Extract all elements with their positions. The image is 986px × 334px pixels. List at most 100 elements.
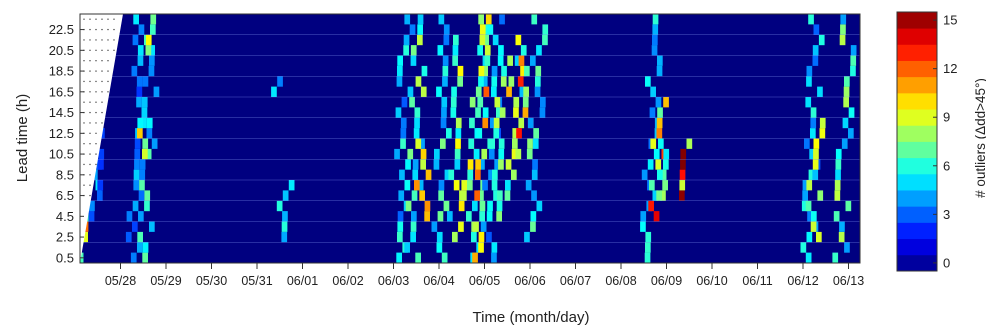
heatmap-cell-22-7 [525,180,532,191]
heatmap-cell-18-11 [489,138,495,149]
heatmap-cell-14-19 [452,55,458,66]
heatmap-cell-21-12 [516,128,522,139]
heatmap-cell-11-18 [421,65,428,77]
no-data-triangle [80,14,123,263]
heatmap-cell-29-8 [835,169,841,180]
heatmap-cell-4-2 [125,231,132,243]
heatmap-cell-24-5 [648,200,654,212]
no-data-dot [107,70,109,72]
heatmap-cell-18-9 [494,159,500,170]
no-data-dot [95,101,97,103]
heatmap-cell-5-7 [139,180,145,191]
no-data-dot [83,184,85,186]
heatmap-cell-10-21 [403,34,410,46]
heatmap-cell-27-13 [810,117,817,129]
no-data-dot [89,111,91,114]
heatmap-cell-17-13 [482,117,489,129]
heatmap-cell-10-4 [397,211,404,222]
no-data-dot [83,101,85,103]
heatmap-cell-23-23 [652,14,659,25]
heatmap-cell-9-17 [277,76,283,87]
x-tick-label: 06/07 [560,274,591,288]
heatmap-cell-19-8 [492,169,498,180]
heatmap-cell-0-3 [73,222,79,232]
x-tick-label: 06/13 [833,274,864,288]
heatmap-cell-13-16 [436,86,442,97]
x-tick-label: 05/28 [105,274,136,288]
heatmap-cell-5-0 [142,252,148,263]
colorbar-band-15 [897,12,937,29]
heatmap-cell-28-3 [810,221,817,232]
heatmap-cell-13-2 [436,231,443,243]
y-tick-label: 18.5 [49,64,74,79]
heatmap-cell-22-22 [542,24,549,35]
heatmap-cell-28-13 [819,117,826,129]
heatmap-cell-4-7 [133,180,140,191]
heatmap-cell-24-14 [657,107,663,118]
no-data-dot [89,49,91,52]
heatmap-cell-17-2 [478,231,485,243]
no-data-dot [89,70,91,72]
no-data-dot [107,49,109,52]
heatmap-cell-20-16 [519,86,526,97]
heatmap-cell-16-8 [467,169,474,180]
heatmap-cell-4-6 [138,190,145,201]
heatmap-cell-13-3 [431,221,438,232]
no-data-dot [95,153,97,155]
heatmap-cell-12-11 [415,138,422,149]
heatmap-cell-4-17 [136,76,143,87]
heatmap-cell-19-4 [496,211,502,222]
heatmap-cell-17-9 [475,159,481,170]
heatmap-cell-29-17 [844,76,850,87]
heatmap-cell-8-7 [288,180,295,191]
heatmap-cell-16-14 [475,107,481,118]
heatmap-cell-5-23 [150,14,157,25]
heatmap-cell-21-16 [523,86,529,97]
heatmap-cell-23-22 [652,24,659,35]
heatmap-cell-17-3 [473,221,479,232]
heatmap-cell-24-7 [649,180,655,191]
heatmap-cell-28-11 [813,138,820,149]
heatmap-cell-11-20 [410,45,417,56]
heatmap-cell-10-23 [404,14,411,25]
heatmap-cell-17-18 [478,65,485,77]
heatmap-cell-3-7 [97,180,104,191]
heatmap-cell-23-8 [641,169,648,180]
heatmap-cell-29-5 [845,200,852,212]
heatmap-cell-25-6 [656,190,662,201]
heatmap-cell-28-4 [811,211,817,222]
y-tick-label: 14.5 [49,105,74,120]
y-tick-label: 8.5 [56,167,74,182]
heatmap-cell-22-4 [530,211,537,222]
colorbar-band-6 [897,157,937,175]
colorbar-band-7 [897,141,937,159]
heatmap-cell-8-5 [276,200,283,212]
heatmap-cell-10-18 [397,65,403,77]
heatmap-cell-22-10 [526,148,533,160]
heatmap-cell-16-22 [483,24,490,35]
y-tick-label: 0.5 [56,250,74,265]
heatmap-cell-17-19 [484,55,491,66]
no-data-dot [89,153,91,155]
heatmap-cell-16-18 [482,65,488,77]
heatmap-cell-16-13 [469,117,475,129]
heatmap-cell-14-15 [450,97,457,108]
heatmap-cell-27-14 [810,107,817,118]
heatmap-cell-15-7 [461,180,468,191]
heatmap-cell-18-2 [486,231,492,243]
colorbar-band-4 [897,190,937,207]
heatmap-cell-18-6 [493,190,499,201]
heatmap-cell-19-7 [491,180,498,191]
no-data-dot [89,28,91,31]
heatmap-cell-15-9 [467,159,474,170]
heatmap-cell-27-22 [813,24,820,35]
heatmap-cell-29-12 [848,128,854,139]
heatmap-cell-21-18 [524,65,530,77]
x-tick-label: 06/03 [378,274,409,288]
heatmap-cell-18-10 [488,148,495,160]
heatmap-cell-13-23 [438,14,445,25]
heatmap-cell-24-6 [660,190,666,201]
heatmap-cell-7-21 [145,34,152,46]
heatmap-cell-4-5 [132,200,139,212]
heatmap-cell-5-14 [141,107,148,118]
